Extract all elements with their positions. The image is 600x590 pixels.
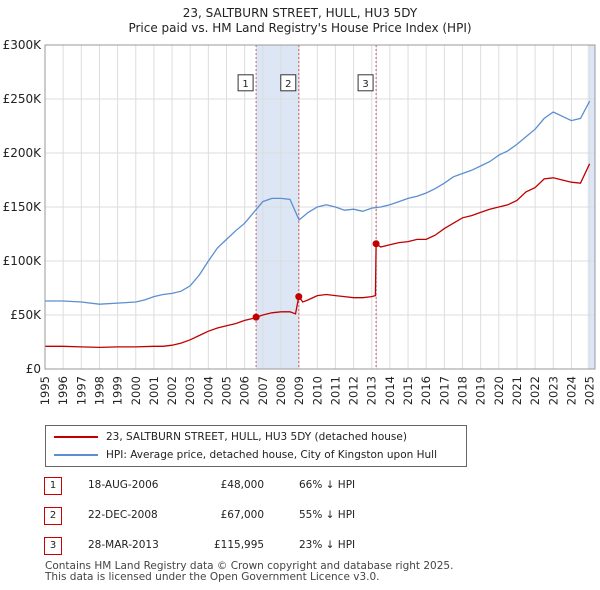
chart-subtitle: Price paid vs. HM Land Registry's House … xyxy=(128,21,472,35)
sale-date: 18-AUG-2006 xyxy=(88,479,159,491)
x-tick-label: 2018 xyxy=(455,376,469,405)
x-tick-label: 1998 xyxy=(92,376,106,405)
y-tick-label: £100K xyxy=(3,254,43,268)
y-tick-label: £250K xyxy=(3,92,43,106)
x-tick-label: 2003 xyxy=(183,376,197,405)
x-tick-label: 2013 xyxy=(365,376,379,405)
x-tick-label: 1999 xyxy=(111,376,125,405)
sale-label-box xyxy=(357,74,374,92)
y-tick-label: £50K xyxy=(10,308,42,322)
sale-point xyxy=(372,240,380,248)
table-row: 1 18-AUG-2006 £48,000 66% ↓ HPI xyxy=(44,477,444,495)
sale-label: 2 xyxy=(285,79,291,90)
y-tick-label: £200K xyxy=(3,146,43,160)
table-row: 2 22-DEC-2008 £67,000 55% ↓ HPI xyxy=(44,507,444,525)
y-tick-label: £150K xyxy=(3,200,43,214)
sale-price: £48,000 xyxy=(220,479,264,491)
x-tick-label: 2022 xyxy=(528,376,542,405)
x-tick-label: 2007 xyxy=(256,376,270,405)
x-tick-label: 2010 xyxy=(310,376,324,405)
x-tick-label: 2017 xyxy=(437,376,451,405)
sale-point xyxy=(252,313,260,321)
sale-label-box xyxy=(237,74,254,92)
x-tick-label: 2020 xyxy=(492,376,506,405)
footer: Contains HM Land Registry data © Crown c… xyxy=(45,561,453,583)
x-tick-label: 2002 xyxy=(165,376,179,405)
table-row: 3 28-MAR-2013 £115,995 23% ↓ HPI xyxy=(44,537,444,555)
x-tick-label: 2000 xyxy=(129,376,143,405)
price-chart: £0 £50K £100K £150K £200K £250K £300K 1995 1996… xyxy=(3,38,597,405)
legend-item-property: 23, SALTBURN STREET, HULL, HU3 5DY (deta… xyxy=(54,429,407,445)
sale-hpi-delta: 55% ↓ HPI xyxy=(299,509,356,521)
sale-date: 28-MAR-2013 xyxy=(88,539,159,551)
y-tick-label: £300K xyxy=(3,38,43,52)
sale-hpi-delta: 66% ↓ HPI xyxy=(299,479,356,491)
x-tick-label: 2014 xyxy=(383,376,397,405)
sale-price: £115,995 xyxy=(214,539,265,551)
sale-number-badge: 1 xyxy=(44,477,62,495)
sale-price: £67,000 xyxy=(220,509,264,521)
x-tick-label: 2008 xyxy=(274,376,288,405)
sale-hpi-delta: 23% ↓ HPI xyxy=(299,539,356,551)
x-tick-label: 2012 xyxy=(347,376,361,405)
x-tick-label: 2023 xyxy=(546,376,560,405)
sale-date: 22-DEC-2008 xyxy=(88,509,158,521)
series-line xyxy=(45,100,591,305)
sale-number-badge: 3 xyxy=(44,537,62,555)
x-tick-label: 2001 xyxy=(147,376,161,405)
x-tick-label: 2016 xyxy=(419,376,433,405)
x-tick-label: 2009 xyxy=(292,376,306,405)
legend-line-hpi xyxy=(54,454,98,456)
x-tick-label: 2015 xyxy=(401,376,415,405)
plot-border xyxy=(44,44,596,370)
legend-item-hpi: HPI: Average price, detached house, City… xyxy=(54,447,437,463)
x-tick-label: 1995 xyxy=(38,376,52,405)
sale-label: 1 xyxy=(242,79,248,90)
x-tick-label: 2021 xyxy=(510,376,524,405)
x-tick-label: 2019 xyxy=(474,376,488,405)
sale-number-badge: 2 xyxy=(44,507,62,525)
x-tick-label: 2024 xyxy=(564,376,578,405)
footer-license: This data is licensed under the Open Gov… xyxy=(45,571,380,583)
y-tick-label: £0 xyxy=(26,362,41,376)
sale-point xyxy=(295,293,303,301)
x-tick-label: 1996 xyxy=(56,376,70,405)
legend-label-hpi: HPI: Average price, detached house, City… xyxy=(106,449,437,461)
x-tick-label: 2005 xyxy=(220,376,234,405)
chart-title: 23, SALTBURN STREET, HULL, HU3 5DY xyxy=(182,6,418,20)
legend: 23, SALTBURN STREET, HULL, HU3 5DY (deta… xyxy=(45,425,467,467)
sale-label: 3 xyxy=(362,79,368,90)
sale-label-box xyxy=(280,74,297,92)
legend-label-property: 23, SALTBURN STREET, HULL, HU3 5DY (deta… xyxy=(106,431,407,443)
x-tick-label: 2025 xyxy=(583,376,597,405)
x-tick-label: 2004 xyxy=(201,376,215,405)
x-tick-label: 1997 xyxy=(74,376,88,405)
legend-line-property xyxy=(54,436,98,438)
x-tick-label: 2011 xyxy=(328,376,342,405)
x-tick-label: 2006 xyxy=(238,376,252,405)
series-line xyxy=(45,163,591,349)
footer-copyright: Contains HM Land Registry data © Crown c… xyxy=(45,560,454,572)
